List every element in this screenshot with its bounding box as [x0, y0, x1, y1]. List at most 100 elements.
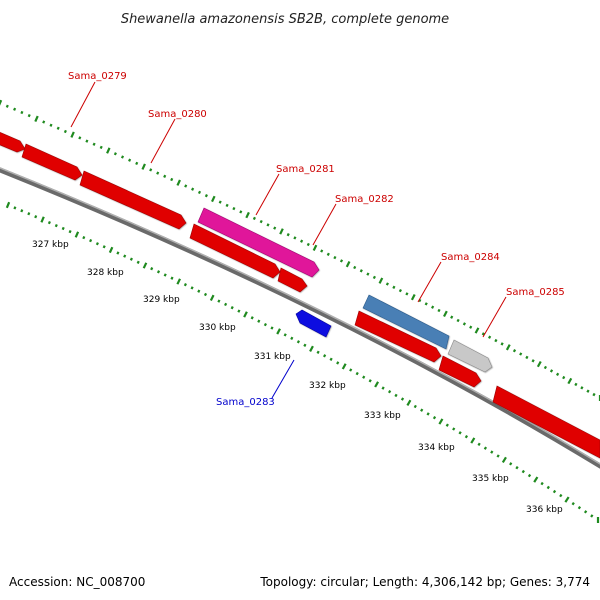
outer-tick-22 — [156, 171, 160, 175]
gene-arrow-sama-0284[interactable] — [362, 294, 450, 350]
outer-tick-65 — [443, 310, 448, 317]
feature-arrow-6[interactable] — [438, 355, 482, 388]
inner-tick-10 — [74, 231, 80, 238]
gene-arrow-sama-0285[interactable] — [447, 339, 493, 373]
inner-tick-64 — [432, 416, 437, 420]
outer-tick-31 — [218, 200, 222, 204]
outer-tick-28 — [197, 190, 202, 195]
inner-tick-30 — [209, 294, 215, 301]
inner-tick-43 — [296, 340, 300, 344]
inner-tick-82 — [546, 485, 550, 490]
inner-tick-69 — [464, 435, 469, 439]
gene-label-sama-0281[interactable]: Sama_0281 — [276, 164, 335, 175]
inner-tick-70 — [470, 437, 476, 444]
outer-tick-49 — [339, 259, 344, 263]
feature-arrow-4[interactable] — [189, 223, 281, 279]
inner-tick-23 — [163, 273, 167, 277]
inner-tick-56 — [381, 386, 385, 390]
outer-tick-0 — [0, 99, 3, 107]
outer-tick-12 — [85, 139, 89, 143]
inner-tick-45 — [309, 345, 314, 352]
gene-label-sama-0280[interactable]: Sama_0280 — [148, 109, 207, 120]
gene-sama-0281[interactable]: Sama_0281 — [197, 164, 335, 278]
inner-tick-73 — [490, 450, 494, 454]
inner-tick-21 — [150, 267, 154, 271]
inner-tick-55 — [374, 381, 380, 388]
outer-tick-79 — [531, 359, 535, 363]
outer-tick-77 — [519, 352, 523, 356]
inner-tick-81 — [540, 481, 544, 486]
inner-tick-9 — [68, 229, 72, 234]
gene-label-sama-0279[interactable]: Sama_0279 — [68, 71, 127, 82]
outer-tick-67 — [456, 318, 460, 323]
outer-tick-55 — [378, 277, 384, 284]
outer-tick-36 — [252, 216, 256, 221]
scale-label-329: 329 kbp — [143, 295, 180, 305]
gene-label-sama-0284[interactable]: Sama_0284 — [441, 252, 500, 263]
gene-sama-0283[interactable]: Sama_0283 — [216, 309, 332, 408]
outer-tick-25 — [176, 179, 181, 186]
gene-sama-0282[interactable]: Sama_0282 — [277, 194, 394, 293]
inner-tick-29 — [203, 292, 208, 297]
outer-tick-32 — [225, 203, 229, 208]
scale-label-336: 336 kbp — [526, 505, 563, 515]
feature-arrow-7[interactable] — [492, 385, 600, 459]
outer-tick-47 — [326, 252, 330, 256]
outer-tick-10 — [70, 131, 75, 138]
feature-arrow-5[interactable] — [354, 310, 442, 363]
outer-tick-39 — [273, 226, 277, 230]
inner-tick-13 — [95, 242, 99, 246]
inner-tick-22 — [156, 270, 161, 274]
inner-tick-41 — [283, 333, 287, 337]
gene-sama-0284[interactable]: Sama_0284 — [362, 252, 500, 350]
scale-labels: 327 kbp 328 kbp 329 kbp 330 kbp 331 kbp … — [32, 240, 563, 515]
outer-tick-59 — [405, 292, 409, 296]
inner-tick-52 — [355, 371, 359, 376]
outer-tick-14 — [99, 145, 103, 150]
outer-tick-58 — [398, 288, 402, 293]
gene-label-sama-0285[interactable]: Sama_0285 — [506, 287, 565, 298]
feature-arrow-1[interactable] — [0, 128, 26, 153]
outer-tick-6 — [42, 120, 46, 124]
gene-sama-0279[interactable]: Sama_0279 — [68, 71, 127, 128]
outer-tick-8 — [56, 126, 60, 130]
inner-tick-78 — [521, 469, 525, 474]
outer-tick-27 — [191, 187, 195, 191]
inner-tick-50 — [341, 363, 347, 370]
inner-tick-26 — [183, 283, 187, 287]
genome-summary-text: Topology: circular; Length: 4,306,142 bp… — [259, 575, 590, 589]
feature-arrow-2[interactable] — [21, 143, 83, 181]
outer-tick-37 — [259, 219, 263, 224]
outer-tick-83 — [556, 372, 560, 376]
outer-tick-21 — [149, 168, 153, 172]
gene-label-sama-0283[interactable]: Sama_0283 — [216, 397, 275, 408]
inner-tick-37 — [257, 319, 261, 323]
outer-tick-64 — [437, 308, 441, 313]
outer-tick-7 — [49, 123, 53, 127]
gene-arrow-sama-0283[interactable] — [295, 309, 332, 338]
gene-arrow-sama-0281[interactable] — [197, 207, 320, 278]
inner-tick-40 — [276, 328, 281, 335]
inner-tick-44 — [303, 343, 307, 347]
inner-tick-61 — [413, 404, 417, 409]
outer-tick-40 — [279, 228, 284, 235]
inner-tick-25 — [176, 278, 181, 285]
outer-tick-84 — [562, 375, 566, 380]
gene-sama-0285[interactable]: Sama_0285 — [447, 287, 565, 373]
inner-tick-67 — [452, 427, 456, 431]
outer-tick-72 — [488, 335, 492, 339]
outer-tick-52 — [359, 269, 363, 273]
feature-arrow-3[interactable] — [79, 170, 187, 230]
outer-tick-11 — [78, 136, 82, 140]
outer-tick-3 — [20, 110, 24, 115]
inner-tick-7 — [54, 223, 58, 228]
inner-tick-75 — [501, 456, 507, 464]
outer-tick-66 — [450, 315, 454, 319]
gene-sama-0280[interactable]: Sama_0280 — [148, 109, 207, 164]
gene-label-sama-0282[interactable]: Sama_0282 — [335, 194, 394, 205]
gene-arrow-sama-0282[interactable] — [277, 267, 308, 293]
scale-label-328: 328 kbp — [87, 268, 124, 278]
outer-tick-69 — [469, 325, 473, 329]
inner-tick-28 — [197, 289, 201, 293]
scale-label-334: 334 kbp — [418, 443, 455, 453]
